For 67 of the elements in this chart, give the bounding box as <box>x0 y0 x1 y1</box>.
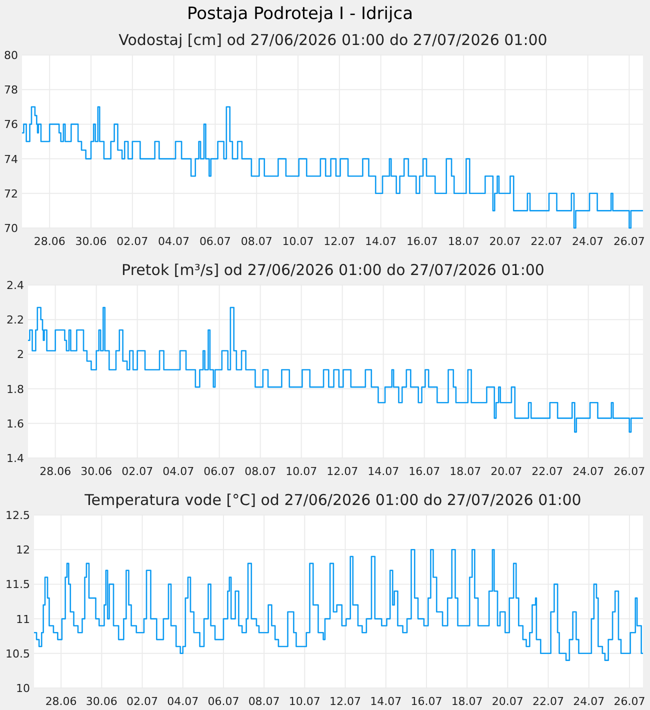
y-tick-label: 12.5 <box>6 509 30 522</box>
x-tick-label: 26.07 <box>614 695 646 708</box>
y-tick-label: 1.8 <box>6 382 24 396</box>
y-tick-label: 70 <box>4 222 18 235</box>
y-tick-label: 72 <box>4 187 18 200</box>
x-tick-label: 08.07 <box>248 695 280 708</box>
x-tick-label: 04.07 <box>167 695 199 708</box>
x-tick-label: 24.07 <box>573 695 605 708</box>
chart-title: Temperatura vode [°C] od 27/06/2026 01:00 do 27/07/2026 01:00 <box>84 491 582 509</box>
x-tick-label: 08.07 <box>240 235 272 248</box>
x-tick-label: 28.06 <box>40 465 72 478</box>
x-tick-label: 12.07 <box>326 465 358 478</box>
x-tick-label: 12.07 <box>324 235 356 248</box>
x-tick-label: 14.07 <box>365 235 397 248</box>
chart-title: Postaja Podroteja I - Idrijca <box>186 4 414 24</box>
x-tick-label: 10.07 <box>282 235 314 248</box>
y-tick-label: 10.5 <box>6 647 30 660</box>
y-tick-label: 78 <box>4 84 18 97</box>
y-tick-label: 11.5 <box>6 578 30 592</box>
y-tick-label: 12 <box>16 544 30 557</box>
x-tick-label: 30.06 <box>86 695 118 708</box>
x-tick-label: 16.07 <box>408 465 440 478</box>
y-tick-label: 1.6 <box>6 417 24 430</box>
y-tick-label: 76 <box>4 118 18 132</box>
x-tick-label: 24.07 <box>572 235 604 248</box>
y-tick-label: 2.2 <box>6 314 24 327</box>
y-tick-label: 80 <box>4 49 18 62</box>
y-tick-label: 11 <box>16 612 30 626</box>
x-tick-label: 06.07 <box>199 235 231 248</box>
x-tick-label: 10.07 <box>288 695 320 708</box>
x-tick-label: 30.06 <box>75 235 107 248</box>
x-tick-label: 18.07 <box>451 695 483 708</box>
y-tick-label: 1.4 <box>6 452 24 465</box>
y-tick-label: 2.4 <box>6 279 24 292</box>
x-tick-label: 20.07 <box>490 465 522 478</box>
x-tick-label: 02.07 <box>126 695 158 708</box>
x-tick-label: 08.07 <box>244 465 276 478</box>
y-tick-label: 74 <box>4 152 18 166</box>
x-tick-label: 12.07 <box>330 695 362 708</box>
y-tick-label: 10 <box>16 682 30 695</box>
x-tick-label: 06.07 <box>208 695 240 708</box>
x-tick-label: 16.07 <box>406 235 438 248</box>
chart-title: Pretok [m³/s] od 27/06/2026 01:00 do 27/07/2026 01:00 <box>122 261 544 279</box>
x-tick-label: 14.07 <box>368 465 400 478</box>
x-tick-label: 18.07 <box>450 465 482 478</box>
y-tick-label: 2 <box>17 348 24 362</box>
x-tick-label: 14.07 <box>370 695 402 708</box>
x-tick-label: 04.07 <box>158 235 190 248</box>
x-tick-label: 02.07 <box>122 465 154 478</box>
x-tick-label: 06.07 <box>204 465 236 478</box>
x-tick-label: 22.07 <box>530 235 562 248</box>
x-tick-label: 22.07 <box>532 695 564 708</box>
x-tick-label: 10.07 <box>286 465 318 478</box>
x-tick-label: 02.07 <box>116 235 148 248</box>
chart-subtitle: Vodostaj [cm] od 27/06/2026 01:00 do 27/07/2026 01:00 <box>118 31 548 49</box>
x-tick-label: 20.07 <box>492 695 524 708</box>
x-tick-label: 26.07 <box>614 465 646 478</box>
x-tick-label: 28.06 <box>34 235 66 248</box>
x-tick-label: 24.07 <box>572 465 604 478</box>
x-tick-label: 22.07 <box>532 465 564 478</box>
x-tick-label: 18.07 <box>448 235 480 248</box>
x-tick-label: 30.06 <box>80 465 112 478</box>
x-tick-label: 26.07 <box>613 235 645 248</box>
x-tick-label: 28.06 <box>45 695 77 708</box>
x-tick-label: 20.07 <box>489 235 521 248</box>
x-tick-label: 16.07 <box>410 695 442 708</box>
x-tick-label: 04.07 <box>162 465 194 478</box>
